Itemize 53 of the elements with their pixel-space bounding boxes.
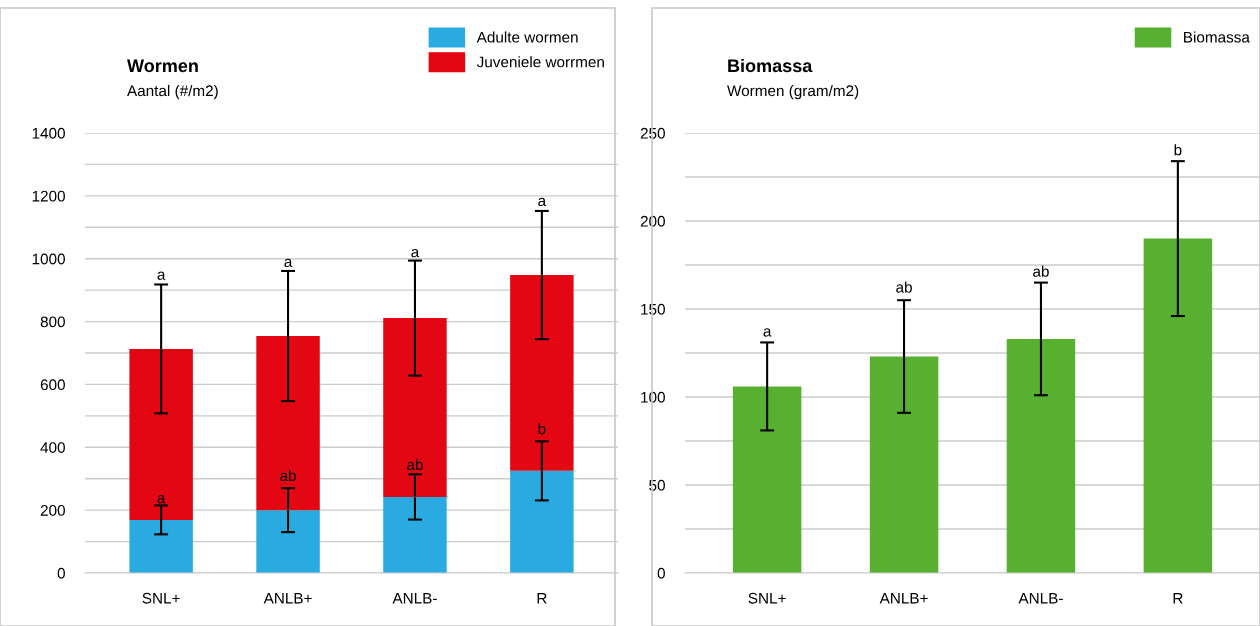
annotation: a bbox=[284, 258, 293, 268]
bar bbox=[1006, 338, 1076, 573]
bar bbox=[732, 386, 802, 573]
bar bbox=[129, 519, 193, 573]
x-tick-label: ANLB- bbox=[392, 593, 437, 604]
annotation: a bbox=[157, 271, 166, 280]
annotation: ab bbox=[280, 469, 296, 482]
chart-subtitle: Aantal (#/m2) bbox=[127, 84, 218, 100]
bar bbox=[129, 348, 193, 520]
bar bbox=[256, 510, 320, 573]
legend-label: Juveniele worrmen bbox=[476, 56, 604, 68]
annotation: a bbox=[157, 495, 166, 504]
y-tick-label: 400 bbox=[40, 442, 65, 453]
annotation: ab bbox=[1033, 265, 1049, 277]
y-tick-label: 0 bbox=[657, 567, 665, 579]
y-tick-label: 600 bbox=[40, 379, 65, 391]
y-tick-label: 800 bbox=[40, 316, 65, 328]
bar bbox=[1143, 238, 1213, 573]
y-tick-label: 1200 bbox=[32, 190, 65, 202]
x-tick-label: ANLB- bbox=[1018, 593, 1063, 604]
y-tick-label: 200 bbox=[640, 215, 665, 227]
chart-title: Biomassa bbox=[728, 58, 813, 73]
x-tick-label: ANLB+ bbox=[263, 593, 312, 604]
annotation: ab bbox=[896, 281, 912, 293]
legend-label: Adulte wormen bbox=[476, 31, 578, 43]
bar bbox=[383, 318, 447, 497]
y-tick-label: 1400 bbox=[32, 127, 65, 139]
annotation: a bbox=[763, 328, 772, 337]
annotation: b bbox=[538, 423, 546, 435]
x-tick-label: R bbox=[1173, 593, 1183, 604]
y-tick-label: 200 bbox=[40, 505, 65, 516]
y-tick-label: 250 bbox=[640, 127, 665, 139]
bar bbox=[869, 356, 939, 573]
x-tick-label: SNL+ bbox=[142, 592, 180, 604]
annotation: a bbox=[411, 248, 420, 258]
chart-title: Wormen bbox=[127, 59, 198, 73]
x-tick-label: R bbox=[537, 593, 547, 604]
y-tick-label: 150 bbox=[641, 303, 665, 315]
bar bbox=[510, 470, 574, 573]
y-tick-label: 0 bbox=[57, 567, 65, 579]
bar bbox=[510, 275, 574, 471]
annotation: ab bbox=[407, 458, 423, 471]
bar bbox=[256, 336, 320, 511]
annotation: b bbox=[1174, 144, 1182, 156]
x-tick-label: SNL+ bbox=[748, 592, 786, 604]
y-tick-label: 1000 bbox=[32, 253, 65, 265]
x-tick-label: ANLB+ bbox=[879, 593, 928, 604]
y-tick-label: 50 bbox=[649, 479, 665, 491]
bar bbox=[383, 496, 447, 573]
annotation: a bbox=[538, 197, 547, 207]
y-tick-label: 100 bbox=[641, 391, 665, 403]
chart-subtitle: Wormen (gram/m2) bbox=[727, 84, 859, 100]
legend-label: Biomassa bbox=[1184, 31, 1250, 43]
